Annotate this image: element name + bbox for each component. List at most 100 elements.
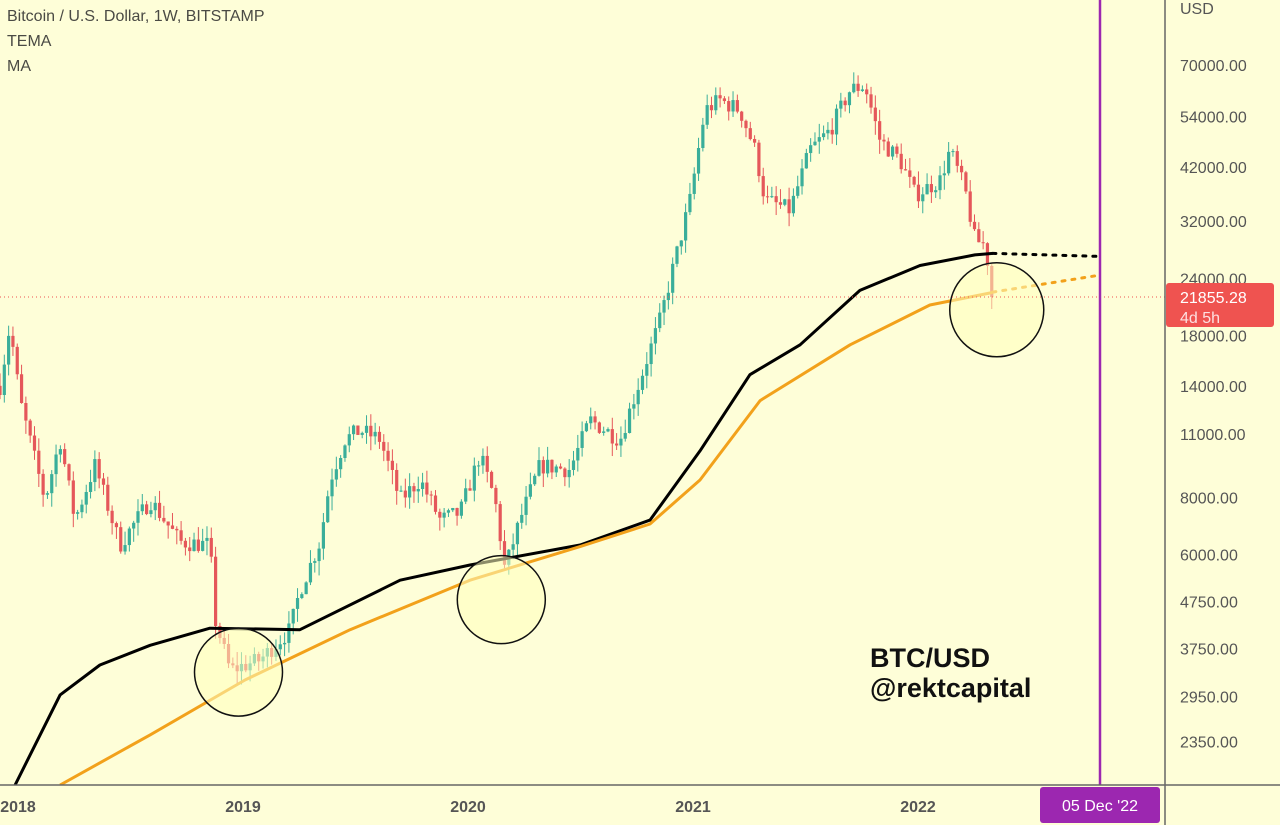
candle-body (684, 212, 688, 241)
candle (597, 421, 601, 435)
highlight-circle (456, 554, 547, 645)
candle (196, 527, 200, 553)
candle-body (282, 642, 287, 645)
candle-body (597, 422, 601, 433)
candle (817, 123, 821, 154)
candle (752, 135, 757, 147)
candle-body (576, 447, 580, 461)
watermark-author: @rektcapital (870, 673, 1032, 703)
candle (623, 419, 627, 442)
candle (132, 520, 136, 542)
candle-body (45, 493, 50, 495)
candle-body (727, 101, 731, 112)
candle-body (645, 364, 649, 376)
candle-body (80, 504, 84, 513)
candle (554, 464, 558, 477)
candle (153, 496, 157, 521)
candle (899, 143, 903, 174)
candle (610, 417, 614, 457)
candle-body (425, 482, 429, 495)
candle (865, 83, 869, 104)
y-tick-label: 42000.00 (1180, 160, 1247, 177)
candle-body (106, 484, 110, 511)
candle (140, 493, 144, 516)
candle (951, 148, 955, 157)
candle-body (554, 466, 558, 473)
candle (740, 110, 744, 128)
candle-body (317, 548, 321, 562)
candle-body (136, 511, 140, 523)
candle-body (804, 153, 808, 169)
candle-body (899, 153, 903, 170)
candle-body (364, 425, 369, 433)
candle (520, 503, 524, 529)
candle (282, 632, 287, 657)
candle (356, 425, 360, 436)
candle (821, 125, 826, 141)
candle (28, 418, 32, 443)
candle-body (869, 94, 873, 108)
candle (541, 456, 545, 488)
candle-body (735, 100, 739, 112)
candle-body (304, 582, 308, 595)
candle-body (856, 83, 860, 91)
candle (692, 167, 696, 200)
candle (468, 479, 472, 491)
candle-body (127, 528, 131, 546)
last-price-value: 21855.28 (1180, 290, 1247, 307)
candle (37, 438, 41, 487)
indicator-ma-label[interactable]: MA (7, 58, 31, 75)
line-ma (59, 290, 994, 785)
candle-body (761, 176, 765, 197)
candle (602, 426, 606, 436)
candle (88, 469, 93, 499)
candle-body (114, 523, 119, 528)
candle (791, 188, 796, 217)
candle-body (903, 169, 908, 171)
candle (882, 134, 886, 151)
candle (925, 173, 929, 195)
candle (576, 434, 580, 472)
candle-body (826, 129, 830, 134)
line-tema (13, 251, 994, 785)
candle-body (196, 539, 200, 551)
candle (718, 87, 722, 108)
candle-body (15, 346, 19, 375)
candle (0, 373, 2, 400)
candle (709, 96, 714, 119)
candle-body (166, 521, 170, 526)
candle-body (360, 432, 364, 435)
candle-body (382, 441, 386, 451)
candle (908, 158, 912, 188)
candle-body (602, 431, 606, 433)
candle-body (778, 202, 783, 205)
candle-body (981, 242, 985, 244)
candle (330, 468, 334, 511)
candle-body (412, 486, 416, 492)
candle-body (145, 504, 149, 515)
symbol-title[interactable]: Bitcoin / U.S. Dollar, 1W, BITSTAMP (7, 8, 265, 25)
candle (438, 508, 442, 531)
candle (351, 424, 356, 441)
candle-body (88, 482, 93, 492)
candle-body (347, 434, 351, 446)
candle-body (157, 502, 162, 518)
candle-body (313, 561, 317, 563)
candle-body (278, 644, 282, 650)
candle (494, 484, 498, 513)
candle (110, 505, 114, 535)
candle (584, 420, 589, 433)
candle-body (852, 83, 856, 93)
candle (209, 527, 213, 563)
indicator-tema-label[interactable]: TEMA (7, 33, 52, 50)
candle-body (71, 480, 75, 514)
candle-body (19, 374, 24, 404)
candle-body (537, 460, 541, 476)
candle-body (7, 335, 11, 365)
candle-body (67, 464, 71, 481)
candle-body (908, 170, 912, 177)
candle-body (658, 312, 662, 329)
candle (472, 457, 476, 502)
candle-body (63, 449, 67, 465)
